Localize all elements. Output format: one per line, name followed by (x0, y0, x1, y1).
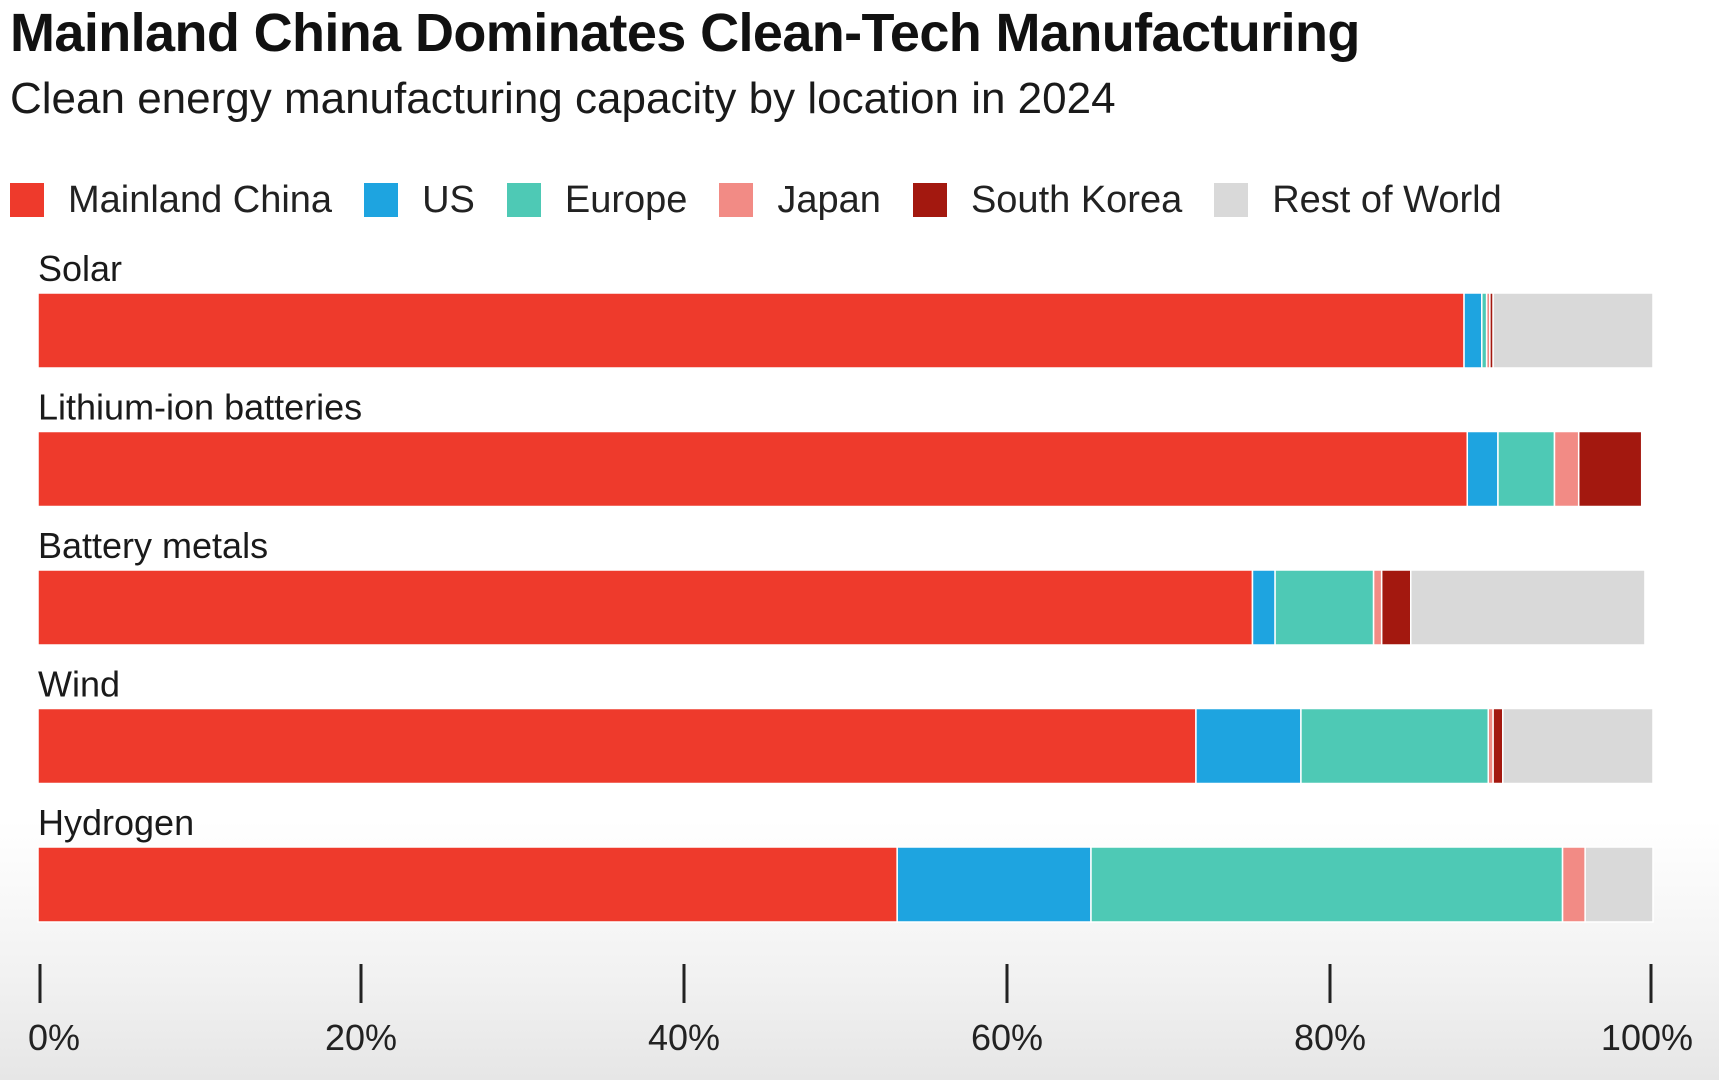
x-tick-label-80: 80% (1294, 1017, 1366, 1058)
legend-label-south-korea: South Korea (970, 178, 1183, 221)
bar-group-lithium-ion-batteries: Lithium-ion batteries (37, 387, 1643, 508)
legend-swatch-rest-of-world (1214, 183, 1249, 217)
bar-segment-wind-mainland-china (37, 707, 1197, 785)
bar-segment-battery-metals-japan (1372, 569, 1383, 646)
x-tick-label-40: 40% (648, 1017, 720, 1058)
legend-label-japan: Japan (777, 178, 881, 221)
chart-title: Mainland China Dominates Clean-Tech Manu… (10, 3, 1360, 63)
bar-segment-battery-metals-mainland-china (37, 569, 1254, 646)
legend-item-rest-of-world: Rest of World (1214, 178, 1502, 222)
legend-item-europe: Europe (506, 178, 688, 222)
bar-segment-hydrogen-japan (1561, 846, 1586, 923)
bar-segment-wind-us (1195, 707, 1302, 785)
bar-segment-wind-europe (1300, 707, 1490, 785)
bar-segment-hydrogen-mainland-china (37, 846, 898, 923)
legend-swatch-mainland-china (10, 183, 44, 217)
x-tick-label-60: 60% (971, 1017, 1043, 1058)
bar-segment-wind-rest-of-world (1502, 707, 1654, 785)
bar-group-hydrogen: Hydrogen (37, 802, 1654, 923)
bar-segment-lithium-ion-batteries-japan (1553, 430, 1580, 508)
bar-segment-wind-south-korea (1492, 707, 1504, 785)
bar-segment-solar-us (1463, 292, 1483, 369)
category-label-wind: Wind (38, 664, 120, 705)
category-label-lithium-ion-batteries: Lithium-ion batteries (38, 387, 362, 428)
bar-segment-hydrogen-rest-of-world (1584, 846, 1654, 923)
bar-segment-battery-metals-us (1251, 569, 1276, 646)
bar-segment-hydrogen-us (896, 846, 1092, 923)
legend-swatch-us (364, 183, 399, 217)
bar-segment-lithium-ion-batteries-europe (1497, 430, 1556, 508)
legend-label-rest-of-world: Rest of World (1272, 178, 1502, 221)
category-label-battery-metals: Battery metals (38, 525, 268, 566)
bar-segment-lithium-ion-batteries-us (1466, 430, 1499, 508)
bar-segment-hydrogen-europe (1090, 846, 1564, 923)
x-tick-label-100: 100% (1601, 1017, 1693, 1058)
bar-segment-battery-metals-south-korea (1380, 569, 1412, 646)
bar-segment-lithium-ion-batteries-mainland-china (37, 430, 1469, 508)
category-label-hydrogen: Hydrogen (38, 802, 194, 843)
legend-label-us: US (422, 178, 475, 221)
legend-label-europe: Europe (564, 178, 688, 221)
bar-segment-battery-metals-rest-of-world (1410, 569, 1646, 646)
chart-subtitle: Clean energy manufacturing capacity by l… (10, 74, 1116, 123)
chart-legend: Mainland China US Europe Japan South Korea Re… (10, 174, 1534, 226)
legend-item-us: US (364, 179, 475, 222)
x-tick-label-0: 0% (28, 1017, 80, 1058)
bar-segment-solar-rest-of-world (1492, 292, 1654, 369)
legend-item-japan: Japan (719, 179, 881, 222)
x-tick-label-20: 20% (325, 1017, 397, 1058)
bar-segment-battery-metals-europe (1274, 569, 1375, 646)
bar-group-wind: Wind (37, 664, 1654, 785)
legend-label-mainland-china: Mainland China (68, 178, 333, 221)
legend-item-mainland-china: Mainland China (10, 179, 332, 222)
category-label-solar: Solar (38, 248, 122, 289)
legend-swatch-japan (719, 183, 754, 217)
bar-group-solar: Solar (37, 248, 1654, 369)
legend-swatch-europe (506, 183, 541, 217)
bar-group-battery-metals: Battery metals (37, 525, 1646, 646)
bar-segment-lithium-ion-batteries-south-korea (1577, 430, 1643, 508)
legend-item-south-korea: South Korea (912, 178, 1183, 222)
legend-swatch-south-korea (912, 183, 947, 217)
bar-segment-solar-mainland-china (37, 292, 1465, 369)
